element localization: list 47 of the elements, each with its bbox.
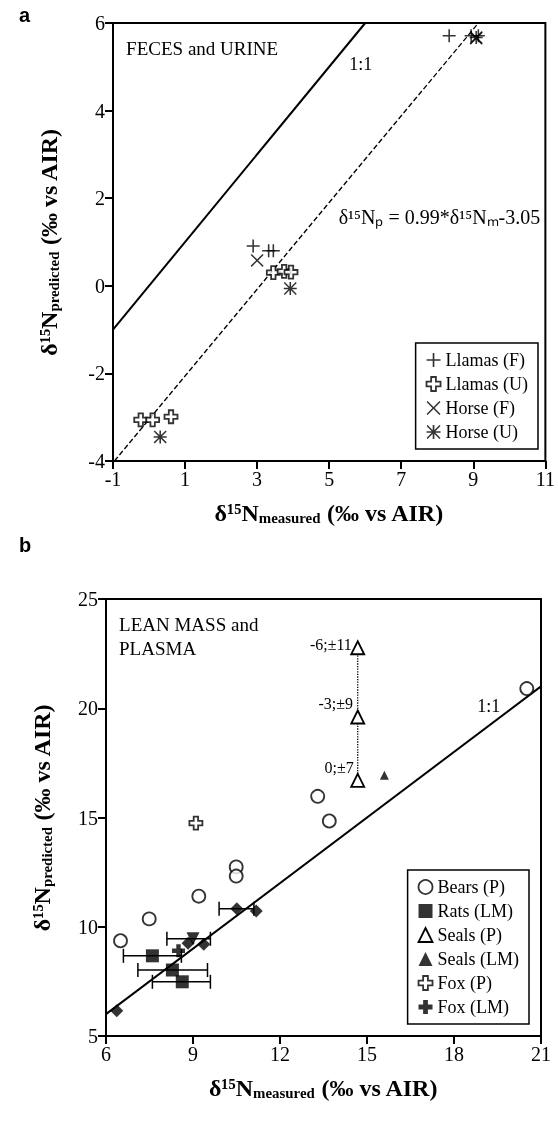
y-tick-label: 10	[78, 915, 98, 938]
legend-label: Fox (P)	[437, 973, 493, 994]
y-tick-label: 25	[78, 588, 98, 610]
y-tick-label: 15	[78, 806, 98, 829]
legend-label: Llamas (F)	[445, 350, 526, 371]
x-tick-label: 18	[444, 1043, 464, 1065]
x-tick-label: 7	[396, 468, 407, 490]
y-tick-label: 6	[95, 12, 105, 34]
annotation: 1:1	[349, 54, 373, 75]
annotation: 1:1	[477, 696, 501, 717]
x-axis-title: δ¹⁵Nmeasured (‰ vs AIR)	[214, 500, 444, 526]
x-tick-label: 9	[188, 1043, 198, 1065]
y-tick-label: 2	[95, 187, 105, 210]
legend-label: Horse (U)	[445, 422, 519, 443]
y-tick-label: 5	[88, 1025, 98, 1047]
x-tick-label: 9	[468, 468, 479, 490]
annotation: -3;±9	[318, 695, 353, 713]
legend-label: Fox (LM)	[437, 997, 510, 1018]
annotation: LEAN MASS and PLASMA	[119, 613, 264, 659]
annotation: 0;±7	[324, 758, 354, 776]
y-tick-label: -4	[88, 450, 105, 472]
y-tick-label: 4	[95, 99, 105, 122]
legend-label: Seals (P)	[437, 925, 503, 946]
annotation: δ¹⁵Nₚ = 0.99*δ¹⁵Nₘ-3.05	[338, 206, 541, 230]
y-tick-label: 0	[95, 274, 105, 297]
annotation: -6;±11	[309, 636, 352, 654]
x-tick-label: 15	[357, 1043, 377, 1065]
y-tick-label: 20	[78, 697, 98, 720]
x-tick-label: 3	[252, 468, 263, 490]
x-tick-label: 5	[324, 468, 335, 490]
x-tick-label: 11	[535, 468, 555, 490]
legend-label: Rats (LM)	[437, 901, 514, 922]
legend-label: Seals (LM)	[437, 949, 520, 970]
x-tick-label: 1	[180, 468, 191, 490]
x-tick-label: 12	[270, 1043, 290, 1065]
chart-title: a	[19, 4, 31, 26]
x-tick-label: -1	[104, 468, 122, 490]
y-axis-title: δ¹⁵Npredicted (‰ vs AIR)	[29, 704, 55, 932]
x-axis-title: δ¹⁵Nmeasured (‰ vs AIR)	[208, 1075, 438, 1101]
x-tick-label: 21	[531, 1043, 551, 1065]
chart-title: b	[19, 534, 32, 556]
legend-label: Bears (P)	[437, 877, 505, 898]
annotation: FECES and URINE	[126, 37, 279, 59]
y-axis-title: δ¹⁵Npredicted (‰ vs AIR)	[36, 128, 62, 356]
y-tick-label: -2	[88, 362, 105, 385]
legend-label: Horse (F)	[445, 398, 516, 419]
legend-label: Llamas (U)	[445, 374, 529, 395]
